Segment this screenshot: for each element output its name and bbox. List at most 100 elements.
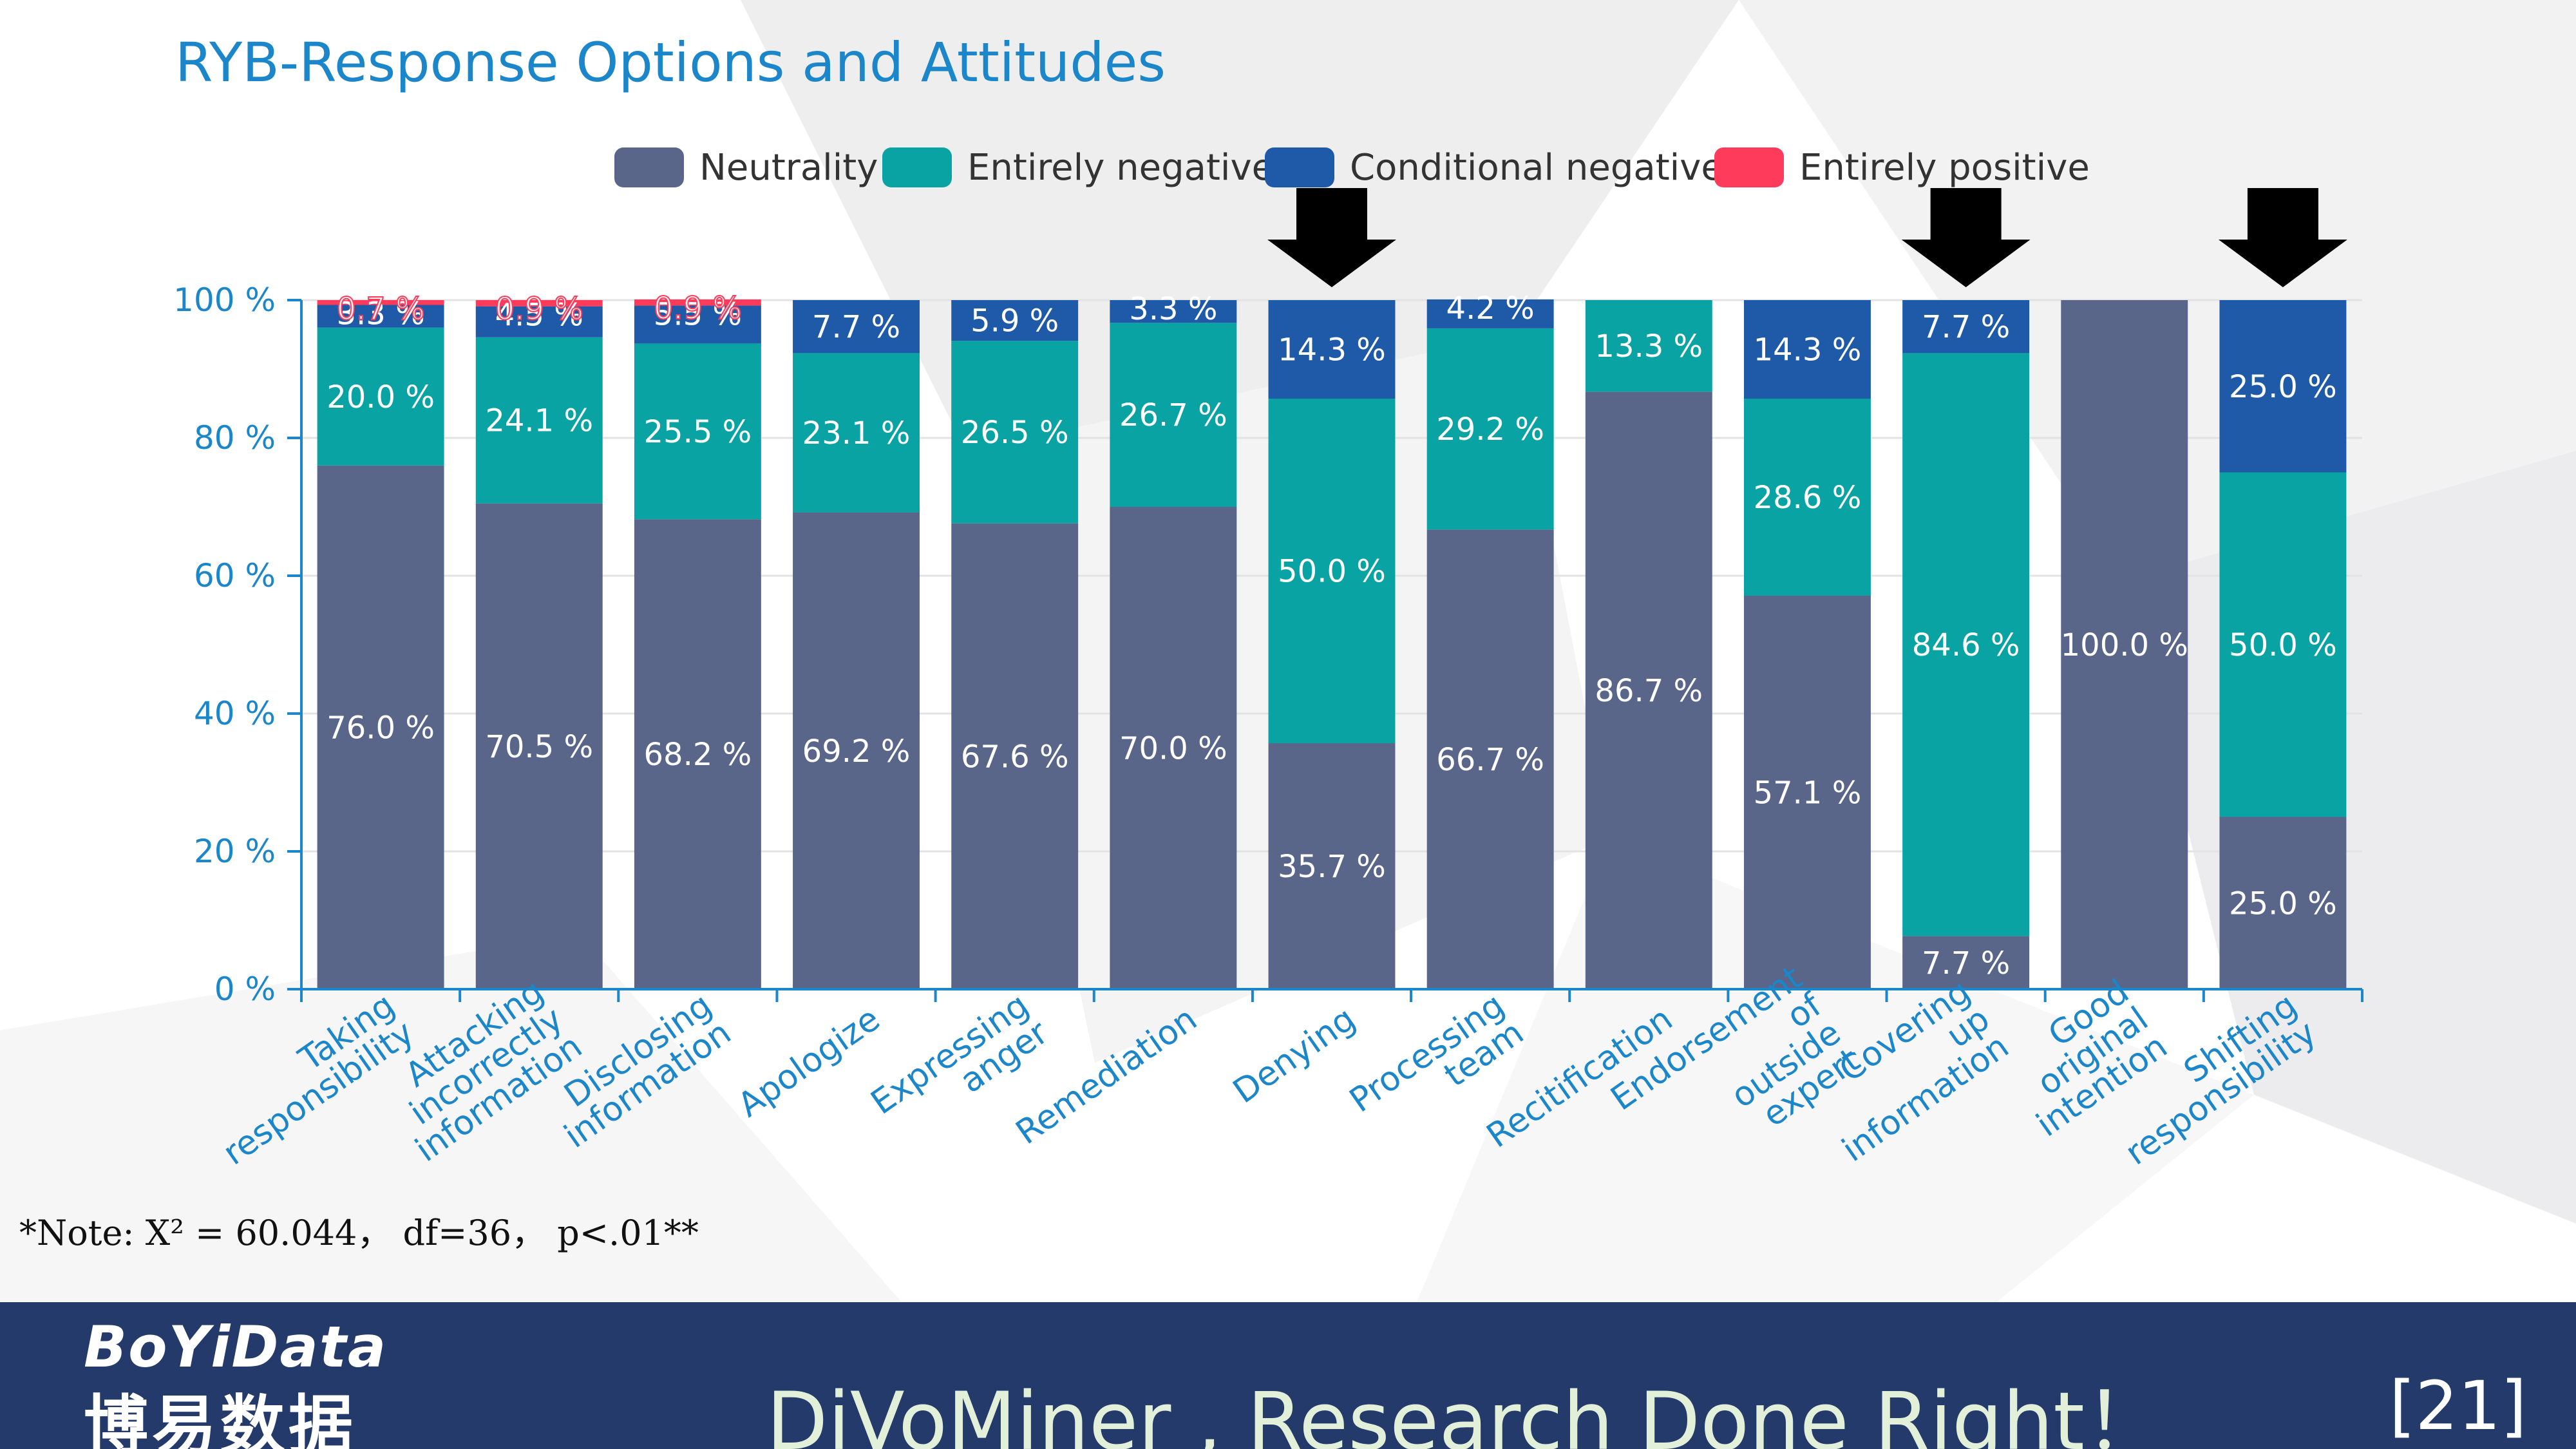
bar-value-label: 28.6 % (1754, 480, 1862, 516)
data-labels: 76.0 %20.0 %3.3 %0.7 %70.5 %24.1 %4.5 %0… (327, 290, 2337, 981)
legend-item-entirely-positive[interactable]: Entirely positive (1714, 142, 2090, 193)
bar-segment-entirely-negative[interactable] (1110, 323, 1237, 507)
bar-value-label: 24.1 % (485, 403, 593, 439)
legend-item-conditional-negative[interactable]: Conditional negative (1265, 142, 1723, 193)
statistics-note: *Note: X² = 60.044， df=36， p<.01** (19, 1213, 699, 1253)
bar-segment-conditional-negative[interactable] (1902, 300, 2030, 354)
legend-swatch-entirely-positive (1714, 147, 1784, 187)
stacked-bar-chart: 76.0 %20.0 %3.3 %0.7 %70.5 %24.1 %4.5 %0… (173, 188, 2363, 1173)
footer-slogan: DiVoMiner , Research Done Right！ (766, 1376, 2164, 1449)
bar-segment-conditional-negative[interactable] (475, 306, 603, 337)
bar-segment-neutrality[interactable] (1426, 529, 1554, 989)
legend-label-entirely-positive: Entirely positive (1799, 146, 2090, 189)
y-tick-label: 100 % (173, 281, 276, 319)
bar-segment-entirely-negative[interactable] (1902, 353, 2030, 936)
bar-segment-entirely-negative[interactable] (1585, 300, 1712, 392)
bar-value-label: 3.3 % (336, 296, 424, 332)
bar-segment-conditional-negative[interactable] (793, 300, 920, 354)
bar-segment-entirely-negative[interactable] (634, 343, 761, 520)
bar-value-label: 68.2 % (644, 737, 752, 773)
bar-segment-conditional-negative[interactable] (1110, 300, 1237, 323)
y-tick-label: 20 % (194, 833, 276, 870)
bar-value-label: 4.5 % (495, 298, 583, 334)
bar-segment-entirely-positive[interactable] (317, 300, 444, 305)
bar-segment-entirely-negative[interactable] (317, 327, 444, 466)
bar-segment-neutrality[interactable] (634, 519, 761, 989)
bar-segment-entirely-positive[interactable] (475, 300, 603, 307)
bar-value-label: 29.2 % (1436, 412, 1544, 448)
legend-item-neutrality[interactable]: Neutrality (614, 142, 878, 193)
bar-value-label: 76.0 % (327, 710, 435, 746)
bar-value-label: 0.7 % (336, 291, 424, 327)
bar-value-label: 7.7 % (812, 309, 900, 345)
bar-value-label: 14.3 % (1278, 332, 1386, 368)
bar-segment-neutrality[interactable] (951, 523, 1079, 989)
bar-value-label: 25.0 % (2229, 369, 2337, 405)
bar-segment-neutrality[interactable] (475, 503, 603, 989)
bar-segment-neutrality[interactable] (1110, 507, 1237, 989)
bar-value-label: 5.9 % (971, 303, 1059, 339)
legend-label-neutrality: Neutrality (699, 146, 878, 189)
highlight-arrows (1267, 188, 2347, 287)
bar-value-label: 84.6 % (1912, 627, 2020, 663)
bar-segment-entirely-negative[interactable] (793, 353, 920, 513)
bar-value-label: 23.1 % (802, 415, 911, 451)
bar-segment-neutrality[interactable] (793, 512, 920, 989)
bar-value-label: 50.0 % (2229, 627, 2337, 663)
bar-value-label: 100.0 % (2061, 627, 2188, 663)
legend-swatch-conditional-negative (1265, 147, 1334, 187)
legend-label-conditional-negative: Conditional negative (1350, 146, 1723, 189)
bar-segment-entirely-negative[interactable] (1426, 328, 1554, 530)
bar-segment-neutrality[interactable] (1902, 936, 2030, 989)
bar-segment-neutrality[interactable] (1585, 392, 1712, 989)
bar-value-label: 70.5 % (485, 729, 593, 765)
bar-segment-conditional-negative[interactable] (317, 305, 444, 328)
bar-value-label: 7.7 % (1922, 309, 2010, 345)
y-tick-label: 40 % (194, 695, 276, 732)
bar-segment-conditional-negative[interactable] (634, 305, 761, 344)
bar-segment-neutrality[interactable] (2219, 817, 2347, 990)
legend-swatch-neutrality (614, 147, 684, 187)
bar-value-label: 0.9 % (495, 291, 583, 327)
bar-value-label: 3.3 % (1129, 291, 1217, 327)
bar-segment-neutrality[interactable] (1268, 743, 1396, 989)
bar-segment-entirely-negative[interactable] (1268, 399, 1396, 744)
bar-segment-conditional-negative[interactable] (1426, 299, 1554, 328)
bar-segment-neutrality[interactable] (2061, 300, 2188, 989)
legend-item-entirely-negative[interactable]: Entirely negative (882, 142, 1274, 193)
bar-value-label: 26.7 % (1119, 397, 1227, 433)
bar-value-label: 13.3 % (1595, 328, 1703, 365)
bar-segment-entirely-negative[interactable] (951, 341, 1079, 524)
bar-segment-conditional-negative[interactable] (1268, 300, 1396, 399)
bar-segment-conditional-negative[interactable] (1744, 300, 1871, 399)
bar-value-label: 4.2 % (1446, 290, 1535, 327)
bar-segment-entirely-negative[interactable] (475, 337, 603, 504)
bar-segment-entirely-negative[interactable] (1744, 399, 1871, 596)
bar-value-label: 20.0 % (327, 379, 435, 415)
bar-value-label: 7.7 % (1922, 945, 2010, 981)
bar-segment-entirely-negative[interactable] (2219, 472, 2347, 817)
bar-value-label: 67.6 % (961, 739, 1069, 775)
bar-segment-neutrality[interactable] (1744, 596, 1871, 989)
bar-segment-neutrality[interactable] (317, 465, 444, 989)
x-category-label-line: Apologize (731, 999, 887, 1124)
highlight-arrow-icon (1901, 188, 2031, 287)
bar-value-label: 5.5 % (654, 297, 742, 333)
bar-segment-conditional-negative[interactable] (2219, 300, 2347, 473)
bar-value-label: 50.0 % (1278, 554, 1386, 590)
bar-segment-conditional-negative[interactable] (951, 300, 1079, 341)
bar-value-label: 25.0 % (2229, 886, 2337, 922)
page-number: [21] (2389, 1367, 2527, 1445)
y-tick-label: 80 % (194, 419, 276, 457)
logo-text-cn: 博易数据 (84, 1388, 357, 1449)
bar-segment-entirely-positive[interactable] (634, 299, 761, 306)
logo-text-en: BoYiData (84, 1314, 388, 1380)
x-category-label-line: Denying (1226, 999, 1363, 1111)
bar-value-label: 70.0 % (1119, 731, 1227, 767)
highlight-arrow-icon (1267, 188, 1396, 287)
bar-value-label: 14.3 % (1754, 332, 1862, 368)
bar-value-label: 86.7 % (1595, 673, 1703, 709)
